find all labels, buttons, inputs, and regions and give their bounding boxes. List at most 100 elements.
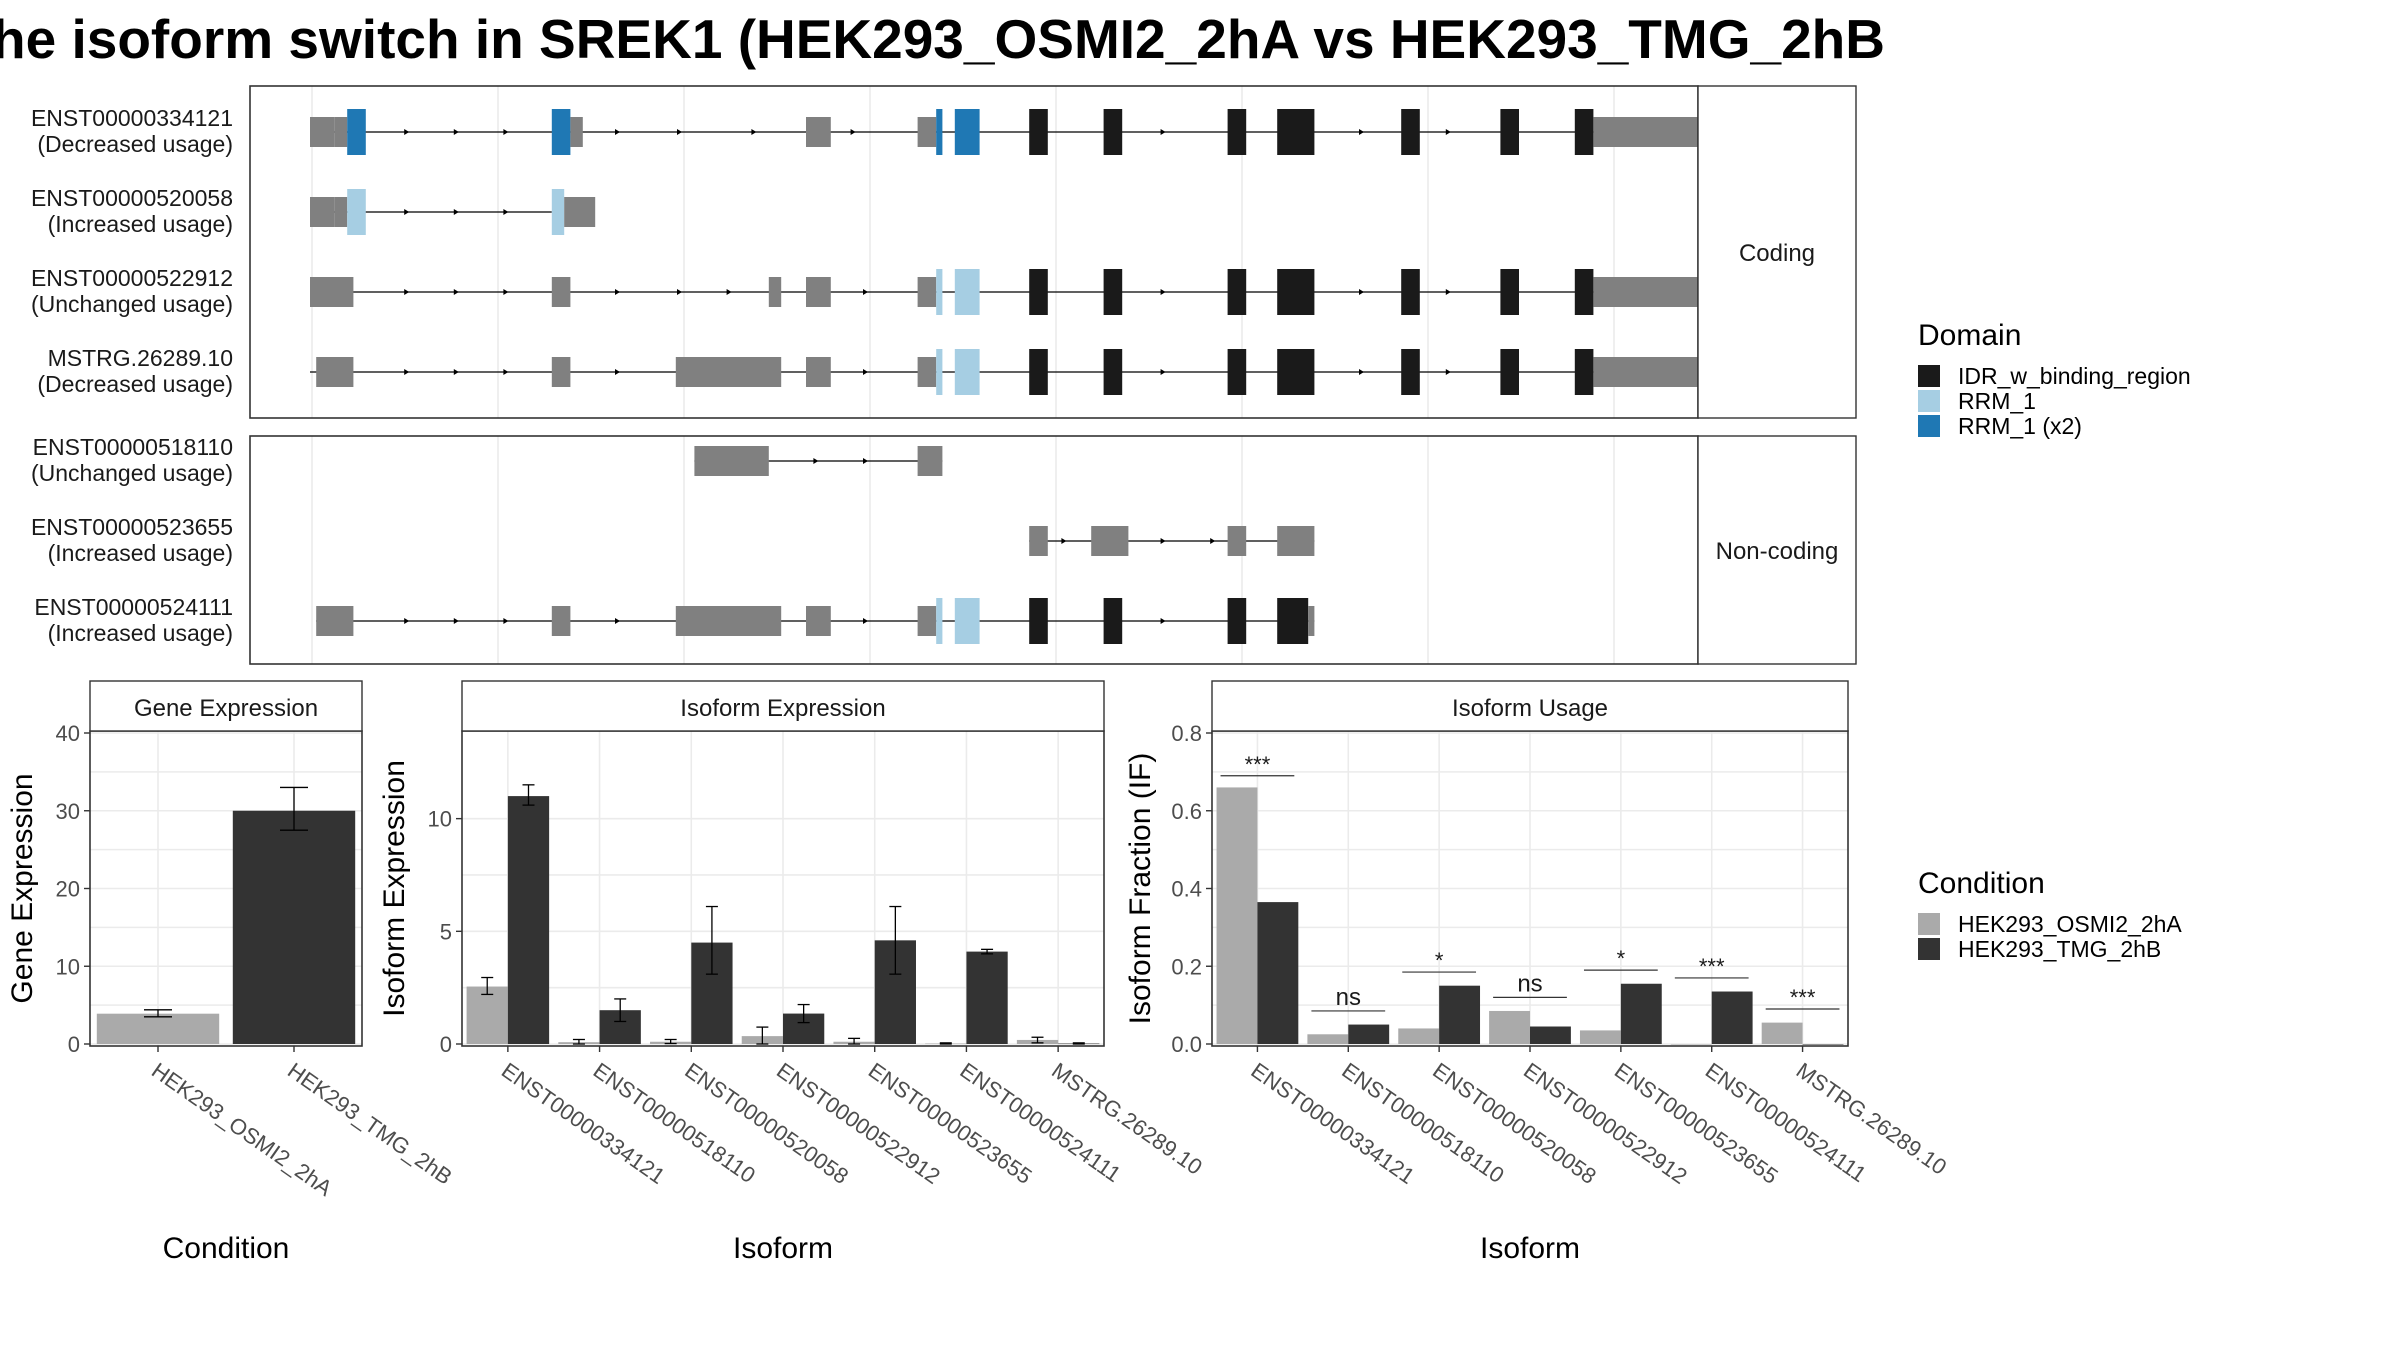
strand-arrow xyxy=(1160,618,1166,624)
bar xyxy=(1670,1044,1712,1045)
exon-idr xyxy=(1277,598,1309,644)
exon-utr xyxy=(564,197,596,227)
legend-swatch xyxy=(1918,390,1940,412)
figure-title: he isoform switch in SREK1 (HEK293_OSMI2… xyxy=(0,8,1885,70)
strand-arrow xyxy=(404,129,410,135)
exon-utr xyxy=(334,197,348,227)
x-tick-label: ENST00000518110 xyxy=(589,1058,760,1188)
y-tick-label: 30 xyxy=(56,799,80,824)
y-tick-label: 0.0 xyxy=(1171,1032,1202,1057)
legend-label: RRM_1 xyxy=(1958,388,2036,414)
exon-utr xyxy=(917,117,937,147)
bar xyxy=(1579,1030,1621,1044)
x-tick-label: ENST00000518110 xyxy=(1337,1058,1508,1188)
bar xyxy=(1216,787,1258,1044)
transcript-usage: (Unchanged usage) xyxy=(31,291,233,317)
exon-utr xyxy=(1593,117,1699,147)
strand-arrow xyxy=(615,369,620,375)
bar xyxy=(96,1013,220,1044)
bar xyxy=(232,810,356,1044)
facet-label: Coding xyxy=(1739,240,1815,267)
significance-label: *** xyxy=(1245,752,1271,777)
exon-idr xyxy=(1500,109,1519,155)
strand-arrow xyxy=(615,618,620,624)
strand-arrow xyxy=(503,209,509,215)
exon-utr xyxy=(310,277,354,307)
exon-idr xyxy=(1227,109,1247,155)
transcript-usage: (Increased usage) xyxy=(48,540,233,566)
exon-rrm xyxy=(936,598,943,644)
strand-arrow xyxy=(1445,289,1451,295)
significance-label: * xyxy=(1435,948,1444,973)
exon-rrm2 xyxy=(347,109,366,155)
exon-idr xyxy=(1227,269,1247,315)
significance-label: ns xyxy=(1517,970,1542,997)
transcript-id: ENST00000520058 xyxy=(31,185,233,211)
y-axis-title: Gene Expression xyxy=(6,773,39,1003)
strand-arrow xyxy=(863,289,868,295)
transcript-usage: (Decreased usage) xyxy=(37,371,233,397)
x-tick-label: ENST00000522912 xyxy=(1519,1058,1692,1189)
exon-utr xyxy=(551,357,571,387)
exon-utr xyxy=(917,446,943,476)
exon-idr xyxy=(1277,109,1315,155)
strand-arrow xyxy=(863,458,868,464)
strand-arrow xyxy=(726,289,732,295)
strand-arrow xyxy=(404,289,410,295)
bar xyxy=(1257,902,1299,1044)
exon-idr xyxy=(1227,349,1247,395)
legend-swatch xyxy=(1918,415,1940,437)
exon-utr xyxy=(1593,277,1699,307)
bar xyxy=(1439,985,1481,1044)
legend-swatch xyxy=(1918,365,1940,387)
strand-arrow xyxy=(751,129,757,135)
x-tick-label: ENST00000524111 xyxy=(956,1058,1126,1187)
significance-label: *** xyxy=(1699,954,1725,979)
exon-utr xyxy=(310,117,335,147)
transcript-structure-panel: ENST00000334121(Decreased usage)ENST0000… xyxy=(31,85,1857,665)
exon-utr xyxy=(310,197,335,227)
y-axis-title: Isoform Fraction (IF) xyxy=(1124,753,1157,1025)
exon-utr xyxy=(806,606,831,636)
exon-idr xyxy=(1277,269,1315,315)
transcript-usage: (Increased usage) xyxy=(48,620,233,646)
exon-utr xyxy=(768,277,782,307)
strand-arrow xyxy=(503,289,509,295)
exon-utr xyxy=(316,357,354,387)
exon-utr xyxy=(1227,526,1247,556)
strand-arrow xyxy=(1359,369,1364,375)
y-tick-label: 0 xyxy=(68,1032,80,1057)
exon-rrm2 xyxy=(936,109,943,155)
bar xyxy=(1761,1022,1803,1044)
significance-label: ns xyxy=(1336,984,1361,1011)
transcript-usage: (Increased usage) xyxy=(48,211,233,237)
bar-charts: Gene Expression010203040HEK293_OSMI2_2hA… xyxy=(6,680,1951,1265)
legend-label: HEK293_OSMI2_2hA xyxy=(1958,911,2182,937)
exon-idr xyxy=(1029,109,1048,155)
legend-swatch xyxy=(1918,913,1940,935)
strand-arrow xyxy=(863,618,868,624)
x-axis-title: Condition xyxy=(163,1232,290,1265)
exon-utr xyxy=(806,277,831,307)
exon-idr xyxy=(1401,349,1420,395)
strand-arrow xyxy=(1359,129,1364,135)
transcript-usage: (Decreased usage) xyxy=(37,131,233,157)
exon-utr xyxy=(570,117,583,147)
strand-arrow xyxy=(404,369,410,375)
strand-arrow xyxy=(404,209,410,215)
facet-strip xyxy=(1697,85,1857,419)
chart-strip xyxy=(89,680,363,732)
strand-arrow xyxy=(1160,369,1166,375)
bar xyxy=(1711,991,1753,1044)
bar xyxy=(1530,1026,1571,1044)
exon-utr xyxy=(1091,526,1129,556)
exon-utr xyxy=(334,117,348,147)
exon-rrm xyxy=(954,269,980,315)
exon-utr xyxy=(917,606,937,636)
x-axis-title: Isoform xyxy=(1480,1232,1580,1265)
bar xyxy=(1348,1024,1390,1044)
x-tick-label: ENST00000334121 xyxy=(1247,1058,1420,1189)
x-tick-label: ENST00000522912 xyxy=(772,1058,945,1189)
exon-idr xyxy=(1277,349,1315,395)
y-tick-label: 0.8 xyxy=(1171,721,1202,746)
